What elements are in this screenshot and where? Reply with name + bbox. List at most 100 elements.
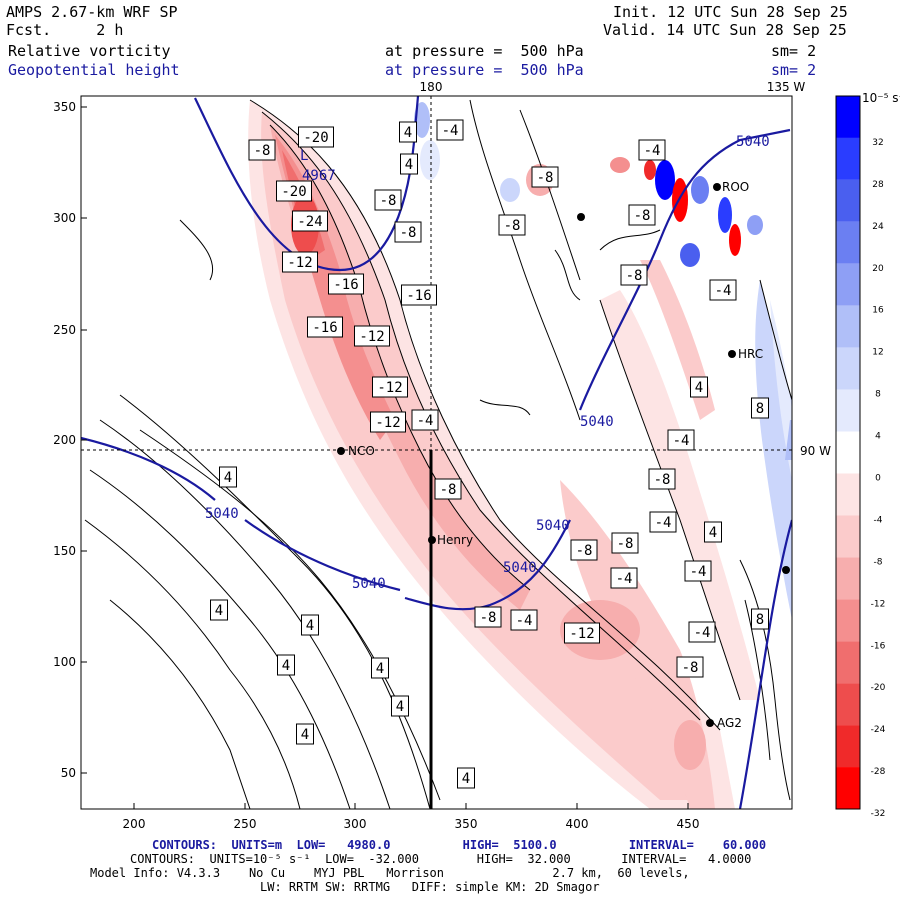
vorticity-label-box	[751, 397, 769, 419]
footer-height-contours: CONTOURS: UNITS=m LOW= 4980.0 HIGH= 5100…	[152, 838, 767, 852]
vorticity-label-box	[307, 316, 343, 338]
vorticity-label: -12	[359, 329, 384, 345]
vorticity-label: -16	[406, 288, 431, 304]
vorticity-label: 4	[376, 661, 384, 677]
vorticity-label: -8	[537, 170, 554, 186]
vorticity-label-box	[620, 264, 648, 286]
vorticity-label-box	[436, 119, 464, 141]
x-tick-label: 450	[677, 817, 700, 831]
vorticity-label: 4	[404, 125, 412, 141]
colorbar-level-label: -20	[871, 683, 886, 693]
vorticity-label-box	[391, 695, 409, 717]
colorbar-level-label: -8	[874, 557, 883, 567]
vorticity-label: -8	[626, 268, 643, 284]
colorbar-level-label: -32	[871, 809, 886, 819]
station-label: NCO	[348, 444, 375, 458]
vorticity-label: -8	[380, 193, 397, 209]
vorticity-label-box	[282, 251, 318, 273]
axis-ticks	[81, 106, 689, 809]
vorticity-label: 4	[462, 771, 470, 787]
vorticity-label: -4	[694, 625, 711, 641]
station-label: Henry	[437, 533, 473, 547]
vorticity-label: -12	[569, 626, 594, 642]
colorbar-unit: 10⁻⁵ s⁻¹	[862, 91, 900, 105]
vorticity-label: -4	[417, 413, 434, 429]
height-label: 5040	[736, 134, 770, 150]
height-label: 5040	[205, 506, 239, 522]
colorbar-swatch	[836, 221, 860, 264]
vorticity-label-box	[328, 273, 364, 295]
colorbar-level-label: 24	[872, 222, 884, 232]
lon-label-135w: 135 W	[767, 80, 806, 94]
colorbar-swatch	[836, 599, 860, 642]
x-tick-label: 200	[123, 817, 146, 831]
vorticity-label: -8	[576, 543, 593, 559]
station-label: ROO	[722, 180, 749, 194]
colorbar-swatch	[836, 137, 860, 180]
colorbar-level-label: -12	[871, 599, 886, 609]
pressure-level-1: at pressure = 500 hPa	[385, 42, 584, 60]
vorticity-label: -8	[440, 482, 457, 498]
colorbar-level-label: -4	[874, 515, 883, 525]
colorbar-level-label: 12	[872, 348, 883, 358]
colorbar-level-label: 20	[872, 264, 884, 274]
station-dot	[428, 536, 436, 544]
station-label: HRC	[738, 347, 763, 361]
vorticity-label-box	[610, 567, 638, 589]
footer-model-info: Model Info: V4.3.3 No Cu MYJ PBL Morriso…	[90, 866, 690, 880]
vorticity-label-box	[648, 468, 676, 490]
y-tick-label: 250	[53, 323, 76, 337]
pressure-level-2: at pressure = 500 hPa	[385, 61, 584, 79]
vorticity-label: -16	[333, 277, 358, 293]
vorticity-label-box	[210, 599, 228, 621]
map-fill-layer	[248, 100, 792, 809]
colorbar: 32 28 24 20 16 12 8 4 0 -4 -8 -12 -16 -20 -24 -28 -32	[835, 95, 886, 819]
vorticity-label: -20	[281, 184, 306, 200]
vorticity-label: -8	[480, 610, 497, 626]
vorticity-label-box	[611, 532, 639, 554]
vorticity-label: -4	[644, 143, 661, 159]
low-marker: L	[300, 148, 308, 164]
vorticity-label-box	[394, 221, 422, 243]
vorticity-label: -8	[254, 143, 271, 159]
vorticity-label: 4	[695, 380, 703, 396]
vorticity-label: -24	[297, 214, 322, 230]
x-tick-label: 350	[455, 817, 478, 831]
vorticity-label-box	[531, 166, 559, 188]
vorticity-label: -12	[375, 415, 400, 431]
y-tick-label: 200	[53, 433, 76, 447]
vorticity-label: 4	[215, 603, 223, 619]
vorticity-contours	[84, 99, 792, 809]
vorticity-label-box	[372, 376, 408, 398]
vorticity-label-box	[684, 560, 712, 582]
x-tick-label: 400	[566, 817, 589, 831]
lon-label-180: 180	[420, 80, 443, 94]
vorticity-label-box	[248, 139, 276, 161]
vorticity-label: -8	[682, 660, 699, 676]
colorbar-level-label: 0	[875, 474, 881, 484]
colorbar-level-label: 8	[875, 390, 881, 400]
vorticity-label: -4	[715, 283, 732, 299]
vorticity-label: -4	[655, 515, 672, 531]
vorticity-label: -8	[634, 208, 651, 224]
vorticity-label: -8	[654, 472, 671, 488]
colorbar-swatch	[836, 473, 860, 516]
height-label: 5040	[503, 560, 537, 576]
vorticity-label: -12	[377, 380, 402, 396]
vorticity-label: 4	[396, 699, 404, 715]
vorticity-label-box	[688, 621, 716, 643]
colorbar-swatch	[836, 431, 860, 474]
vorticity-label: 4	[405, 157, 413, 173]
convective-cells	[500, 157, 763, 300]
station-dot	[706, 719, 714, 727]
vorticity-label-box	[510, 609, 538, 631]
vorticity-label-box	[298, 126, 334, 148]
colorbar-swatch	[836, 641, 860, 684]
vorticity-label-box	[292, 210, 328, 232]
vorticity-label: -4	[516, 613, 533, 629]
vorticity-labels: -20-8-20-24-12-16-16-12-12-16-12 -4-4-8-8…	[210, 119, 769, 789]
smoothing-2: sm= 2	[771, 61, 817, 79]
vorticity-label-box	[296, 723, 314, 745]
stations: NCO Henry HRC AG2 ROO	[337, 180, 790, 730]
